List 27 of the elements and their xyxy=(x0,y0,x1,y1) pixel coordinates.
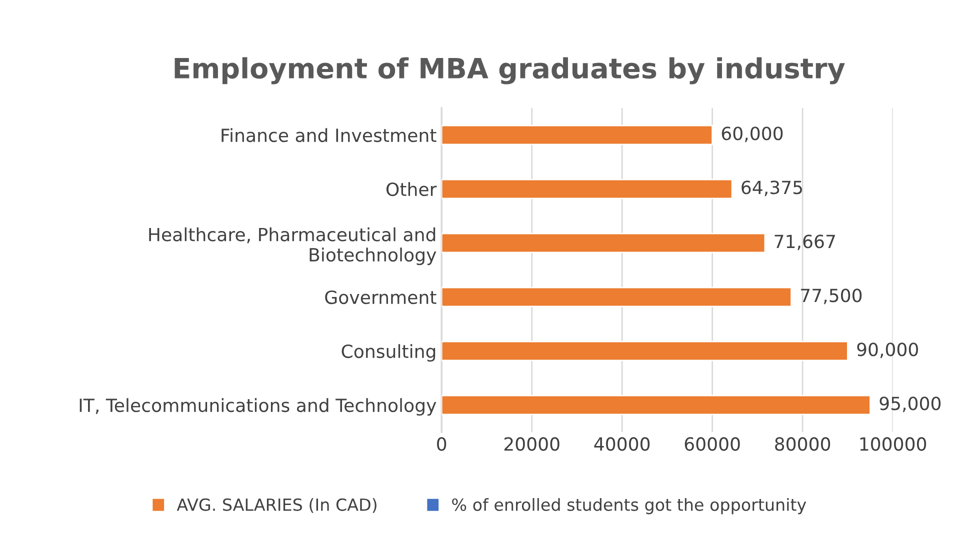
x-tick-label: 40000 xyxy=(594,437,650,451)
data-label: 71,667 xyxy=(774,234,835,250)
bar xyxy=(442,340,848,362)
y-tick-label: IT, Telecommunications and Technology xyxy=(80,398,436,416)
data-label: 64,375 xyxy=(742,180,802,196)
bar xyxy=(442,394,871,416)
x-tick-label: 100000 xyxy=(860,437,926,451)
bar xyxy=(442,178,733,200)
data-label: 77,500 xyxy=(801,288,862,304)
legend-label: AVG. SALARIES (In CAD) xyxy=(176,498,376,513)
chart-title: Employment of MBA graduates by industry xyxy=(174,57,845,84)
data-label: 95,000 xyxy=(880,396,941,412)
bar xyxy=(442,124,714,146)
y-tick-label: Government xyxy=(325,290,436,304)
bar xyxy=(442,232,766,254)
data-label: 90,000 xyxy=(857,342,918,358)
x-tick-label: 60000 xyxy=(684,437,740,451)
x-tick-label: 20000 xyxy=(504,437,560,451)
y-tick-label: Finance and Investment xyxy=(222,128,436,142)
y-tick-label: Consulting xyxy=(342,344,436,362)
legend-label: % of enrolled students got the opportunity xyxy=(452,498,806,514)
y-tick-label: Healthcare, Pharmaceutical and Biotechnology xyxy=(149,227,436,266)
y-tick-label: Other xyxy=(386,182,437,196)
data-label: 60,000 xyxy=(722,126,783,142)
bar xyxy=(442,286,792,308)
x-tick-label: 0 xyxy=(437,437,446,451)
x-tick-label: 80000 xyxy=(775,437,830,451)
